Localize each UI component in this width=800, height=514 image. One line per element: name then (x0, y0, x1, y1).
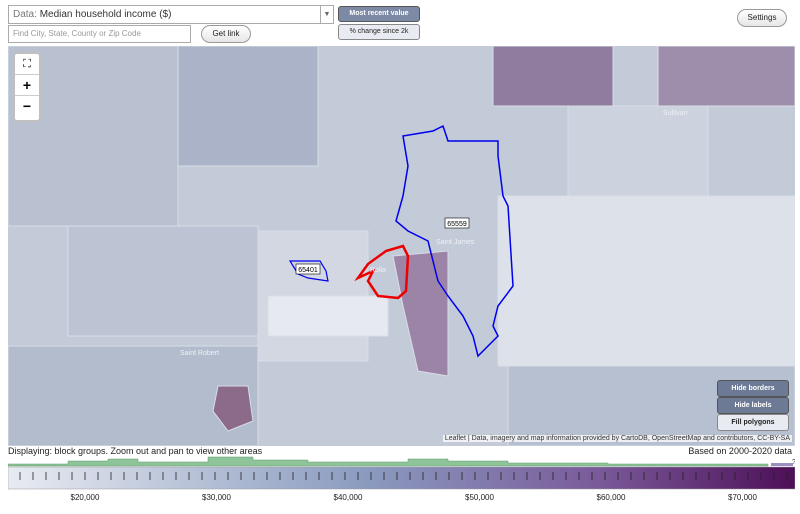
data-prefix: Data: (13, 9, 37, 20)
scale-label: $60,000 (597, 493, 626, 502)
zoom-out-button[interactable]: − (22, 98, 32, 114)
fill-polygons-button[interactable]: Fill polygons (717, 414, 789, 431)
search-box[interactable]: Find City, State, County or Zip Code (8, 25, 191, 43)
scale-label: $70,000 (728, 493, 757, 502)
zip-label: 65401 (298, 267, 318, 274)
map-regions (8, 46, 795, 446)
zip-outline-rolla (354, 244, 410, 300)
settings-button[interactable]: Settings (737, 9, 787, 27)
place-label: Saint James (436, 239, 475, 246)
zip-outline-65559 (395, 124, 514, 358)
zip-label: 65559 (447, 221, 467, 228)
histogram (8, 456, 769, 467)
zoom-in-button[interactable]: + (15, 75, 39, 96)
scale-label: $50,000 (465, 493, 494, 502)
region (657, 46, 795, 107)
attribution: Leaflet | Data, imagery and map informat… (442, 435, 792, 442)
dropdown-arrow: ▼ (320, 6, 333, 23)
place-label: Saint Robert (180, 350, 219, 357)
region (492, 46, 614, 107)
scale-bar (8, 466, 795, 490)
scale-label: $30,000 (202, 493, 231, 502)
region (267, 295, 389, 337)
region (177, 46, 319, 167)
zoom-control: ⛶ + − (13, 52, 41, 122)
place-label: Rolla (370, 267, 386, 274)
zip-label-box (295, 263, 321, 275)
map[interactable]: 65559 65401 Saint James Rolla Saint Robe… (8, 46, 795, 446)
get-link-button[interactable]: Get link (201, 25, 251, 43)
hide-labels-button[interactable]: Hide labels (717, 397, 789, 414)
based-on-note: Based on 2000-2020 data (688, 446, 792, 456)
place-label: Sullivan (663, 110, 688, 117)
help-mark[interactable]: ? (792, 459, 795, 466)
pct-change-button[interactable]: % change since 2k (338, 24, 420, 40)
displaying-note: Displaying: block groups. Zoom out and p… (8, 446, 263, 456)
most-recent-button[interactable]: Most recent value (338, 6, 420, 22)
zip-label-box (444, 217, 470, 229)
region (212, 385, 254, 432)
data-select[interactable]: Data: Median household income ($) ▼ (8, 5, 334, 24)
most-recent-label: Most recent value (349, 10, 409, 17)
scale-label: $20,000 (71, 493, 100, 502)
region (67, 225, 259, 337)
scale-label: $40,000 (334, 493, 363, 502)
region (497, 195, 795, 367)
fit-button[interactable]: ⛶ (15, 54, 39, 75)
histogram-highlight (771, 463, 793, 466)
search-placeholder: Find City, State, County or Zip Code (13, 29, 141, 38)
color-scale: ? $20,000 $30,000 $40,000 $50,000 $60,000 $70… (8, 456, 795, 502)
data-value: Median household income ($) (39, 9, 172, 20)
hide-borders-button[interactable]: Hide borders (717, 380, 789, 397)
